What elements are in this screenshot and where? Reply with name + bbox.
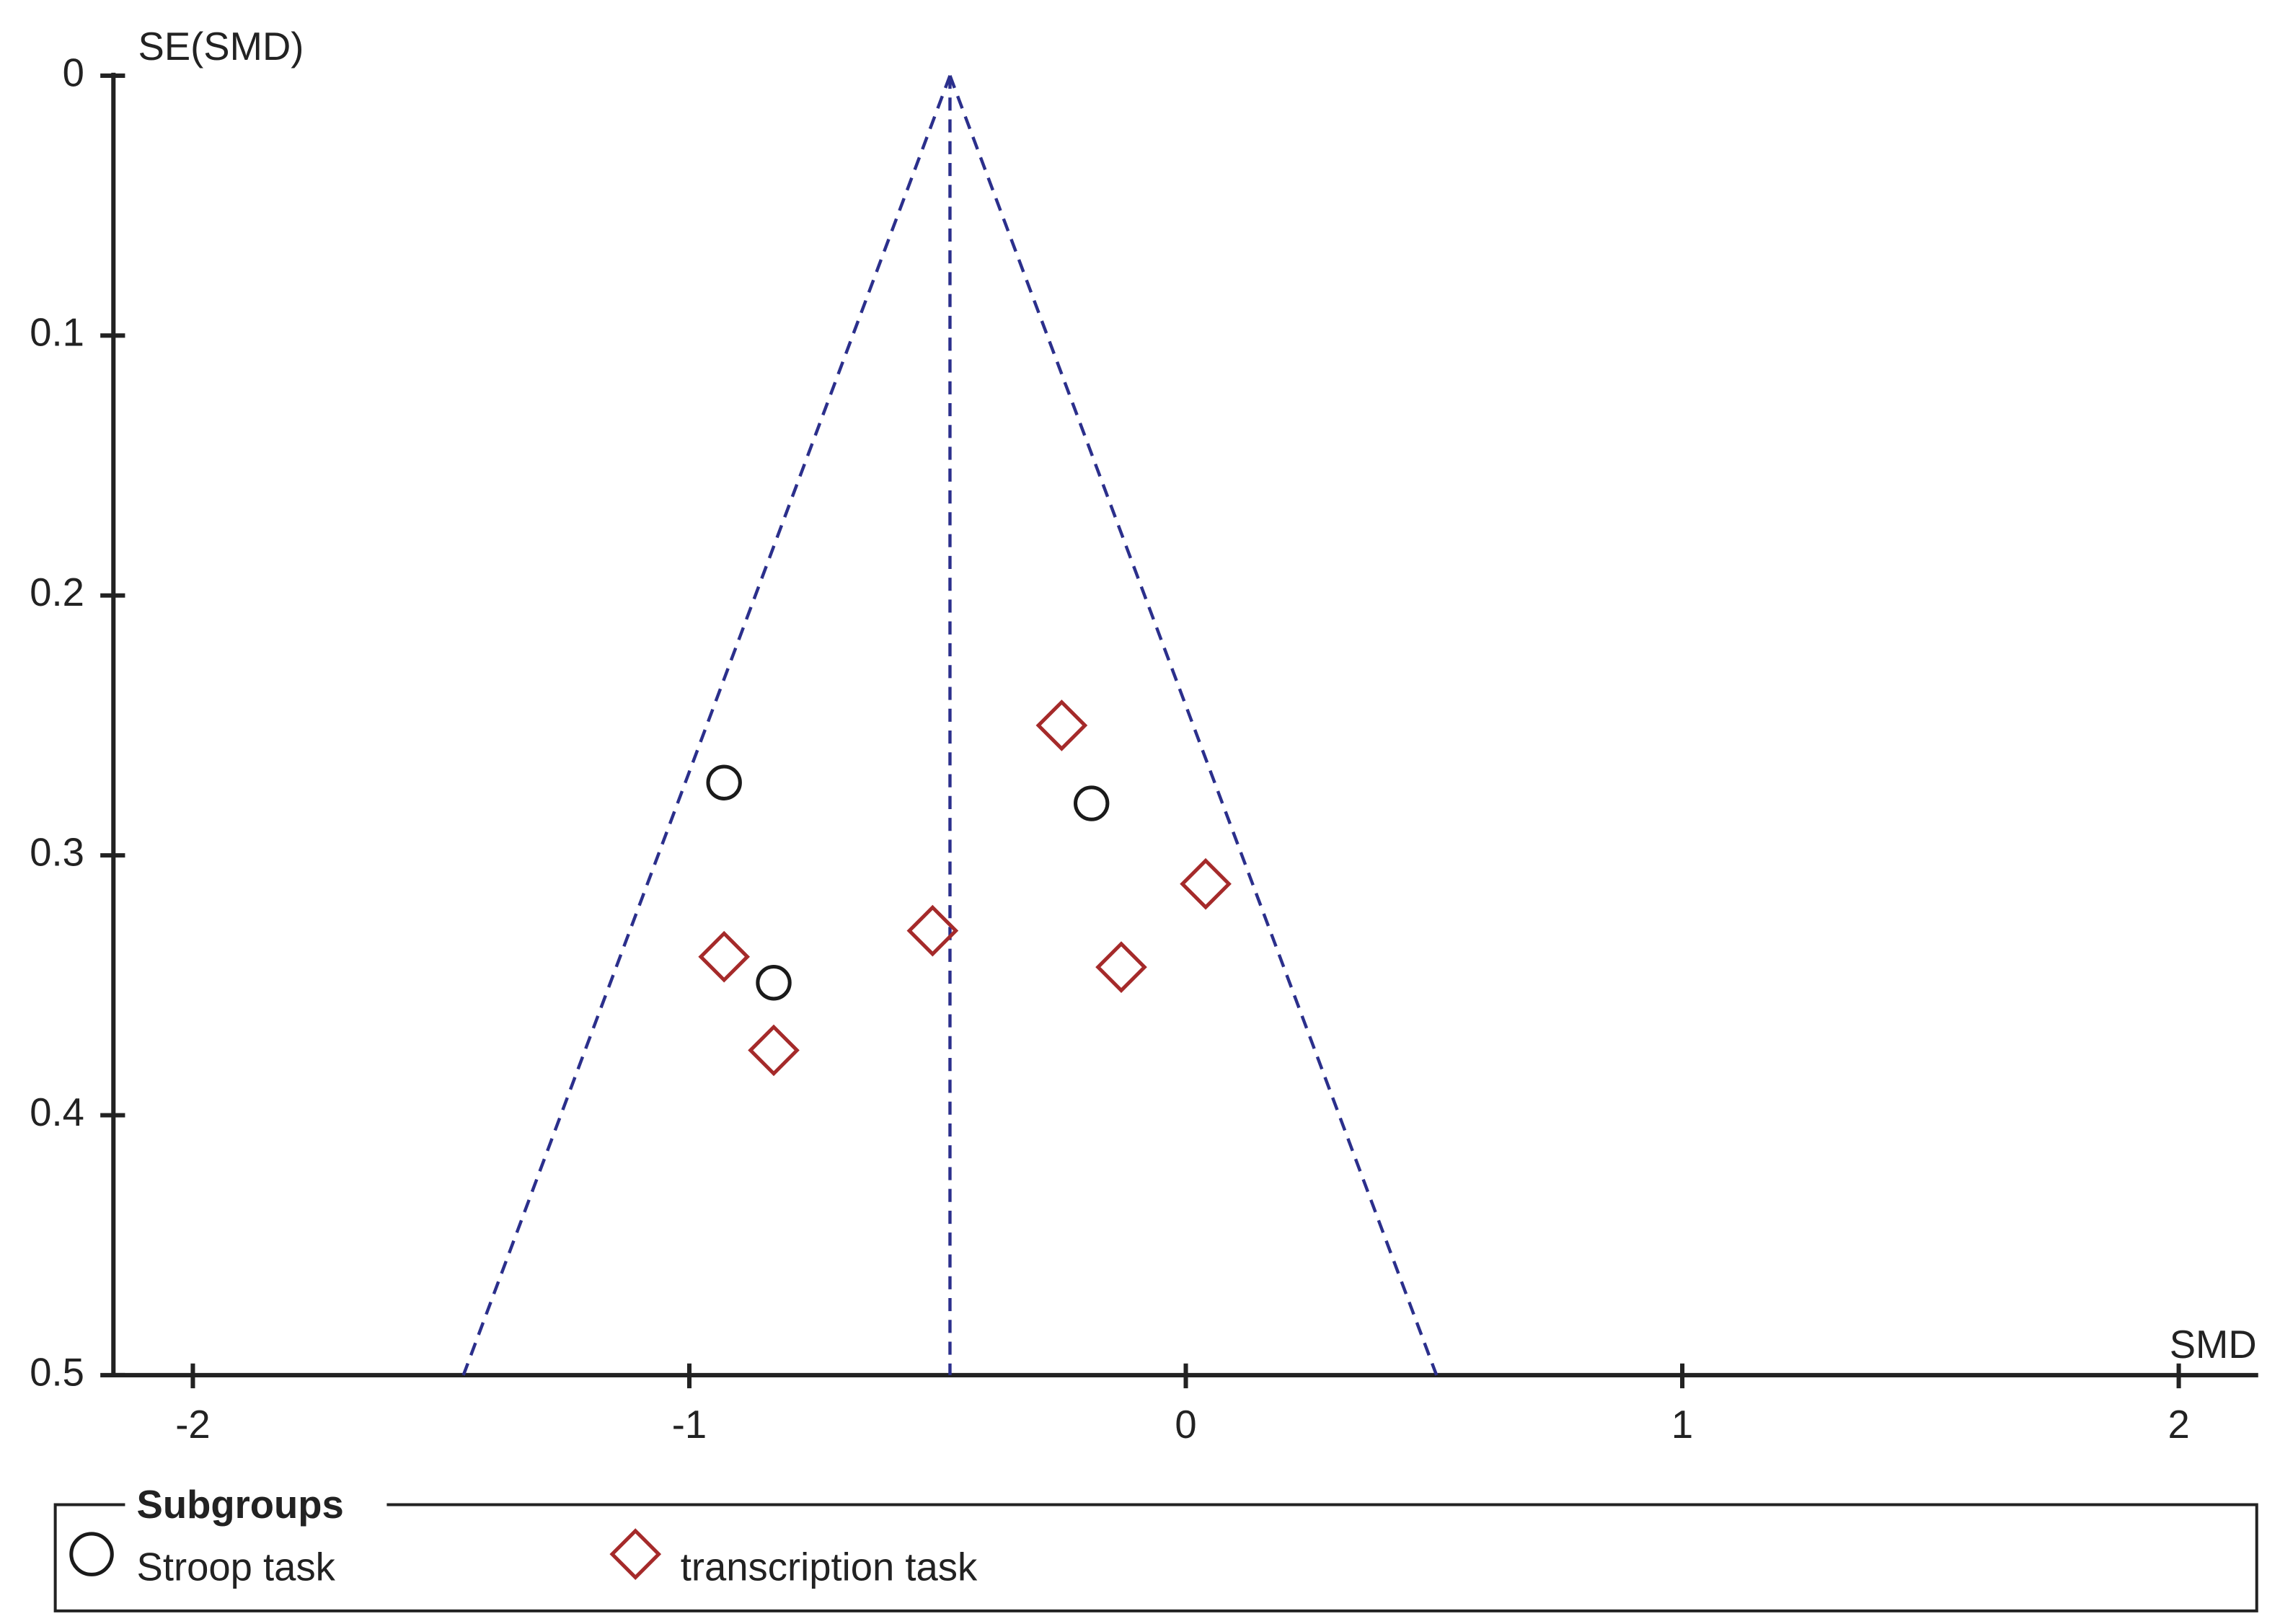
point [748,1024,800,1077]
x-tick-label: 1 [1671,1403,1693,1447]
point [1035,700,1088,751]
legend-marker [609,1528,662,1580]
point [906,904,959,957]
legend: Stroop task transcription task [69,1528,978,1589]
legend-title-bg [125,1487,387,1525]
point [706,764,742,800]
point [698,930,751,983]
y-tick-label: 0.5 [30,1350,84,1394]
legend-box [53,1503,2258,1612]
legend-title: Subgroups [137,1483,344,1527]
funnel-line [948,75,1439,1376]
x-tick-label: -1 [672,1403,707,1447]
legend-marker [69,1532,114,1576]
point [756,965,792,1001]
x-axis-label: SMD [2170,1323,2257,1367]
legend-label: transcription task [681,1545,978,1589]
y-tick-label: 0 [63,50,84,94]
y-tick-label: 0.4 [30,1090,84,1134]
point [1073,785,1110,821]
y-tick-label: 0.3 [30,831,84,875]
y-tick-label: 0.1 [30,311,84,355]
y-axis-label: SE(SMD) [138,25,304,69]
x-tick-label: 2 [2168,1403,2189,1447]
y-tick-label: 0.2 [30,570,84,614]
x-tick-label: -2 [175,1403,210,1447]
legend-label: Stroop task [137,1545,336,1589]
point [1180,857,1232,910]
x-tick-label: 0 [1175,1403,1196,1447]
funnel-line [461,75,952,1376]
point [1095,941,1147,993]
